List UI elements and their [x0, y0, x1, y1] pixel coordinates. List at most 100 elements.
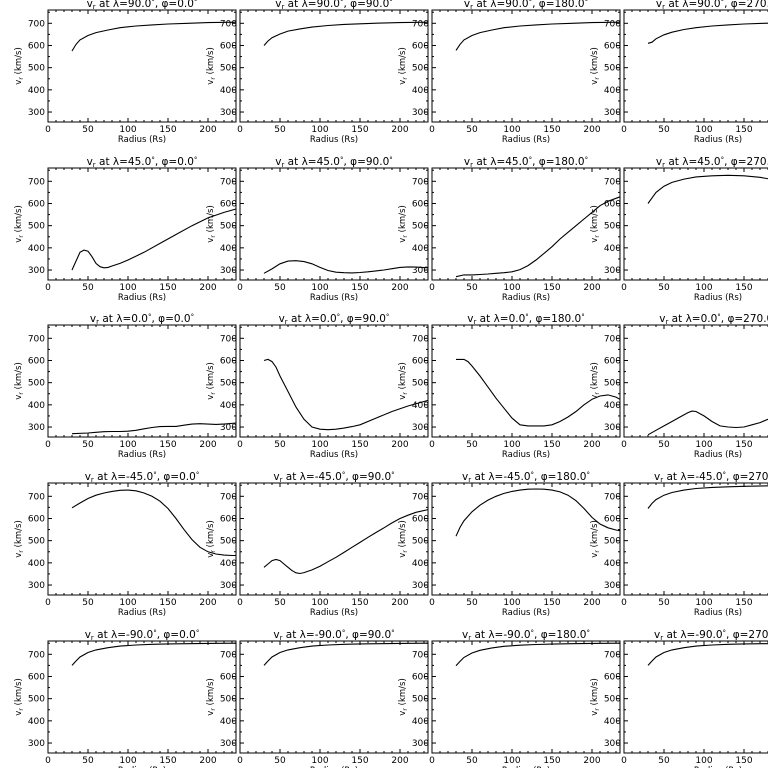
x-tick-label: 150	[543, 598, 560, 608]
plot-frame	[431, 640, 621, 754]
x-tick-label: 100	[503, 598, 520, 608]
x-tick-label: 100	[119, 125, 136, 135]
y-tick-label: 300	[28, 423, 45, 433]
x-tick-label: 100	[311, 125, 328, 135]
x-tick-label: 0	[237, 283, 243, 293]
y-tick-label: 300	[28, 108, 45, 118]
series-line-vr	[263, 358, 429, 431]
y-axis-label: vr (km/s)	[398, 520, 409, 558]
x-tick-label: 150	[351, 598, 368, 608]
plot-frame	[47, 167, 237, 281]
x-tick-label: 50	[658, 598, 670, 608]
y-tick-label: 300	[604, 423, 621, 433]
x-tick-label: 50	[466, 125, 478, 135]
y-tick-label: 300	[28, 266, 45, 276]
y-tick-label: 300	[604, 108, 621, 118]
x-tick-label: 50	[82, 756, 94, 766]
y-tick-label: 500	[604, 537, 621, 547]
x-tick-label: 0	[429, 440, 435, 450]
y-tick-label: 700	[220, 492, 237, 502]
subplot-3: vr at λ=90.0°, φ=180.0° 0 50 100 150 200 300 40…	[398, 0, 621, 145]
y-tick-label: 600	[412, 514, 429, 524]
x-axis-label: Radius (Rs)	[310, 293, 358, 303]
y-axis-label: vr (km/s)	[590, 47, 601, 85]
subplot-title: vr at λ=-45.0°, φ=270.0°	[654, 471, 768, 484]
y-tick-label: 700	[604, 334, 621, 344]
x-tick-label: 0	[621, 125, 627, 135]
subplot-16: vr at λ=-45.0°, φ=270.0°0501001502003004…	[590, 471, 768, 618]
y-tick-label: 600	[220, 41, 237, 51]
y-tick-label: 700	[604, 650, 621, 660]
y-tick-label: 700	[220, 650, 237, 660]
x-tick-label: 200	[583, 125, 600, 135]
plot-frame	[239, 324, 429, 438]
y-tick-label: 300	[604, 739, 621, 749]
y-axis-label: vr (km/s)	[590, 362, 601, 400]
y-tick-label: 700	[220, 177, 237, 187]
x-tick-label: 150	[735, 283, 752, 293]
x-tick-label: 0	[45, 756, 51, 766]
y-tick-label: 600	[220, 356, 237, 366]
y-tick-label: 700	[28, 650, 45, 660]
plot-frame	[623, 9, 768, 123]
x-axis-label: Radius (Rs)	[310, 608, 358, 618]
y-tick-label: 300	[220, 423, 237, 433]
y-tick-label: 400	[220, 559, 237, 569]
y-tick-label: 500	[412, 64, 429, 74]
subplot-18: vr at λ=-90.0°, φ=90.0° 0 50 100 150 200 300 40…	[206, 629, 429, 768]
y-tick-label: 300	[604, 581, 621, 591]
y-tick-label: 300	[220, 581, 237, 591]
y-tick-label: 400	[604, 86, 621, 96]
y-tick-label: 700	[412, 492, 429, 502]
x-tick-label: 0	[429, 283, 435, 293]
y-tick-label: 500	[28, 695, 45, 705]
y-tick-label: 400	[28, 86, 45, 96]
y-tick-label: 400	[412, 244, 429, 254]
y-tick-label: 400	[604, 717, 621, 727]
y-axis-label: vr (km/s)	[14, 47, 25, 85]
y-tick-label: 400	[28, 244, 45, 254]
subplot-1: vr at λ=90.0°, φ=0.0° 0 50 100 150 200 300 400 5…	[14, 0, 237, 145]
plot-frame	[623, 324, 768, 438]
x-tick-label: 200	[583, 756, 600, 766]
series-line-vr	[455, 21, 621, 51]
y-tick-label: 300	[604, 266, 621, 276]
y-axis-label: vr (km/s)	[14, 205, 25, 243]
subplot-title: vr at λ=90.0°, φ=90.0°	[275, 0, 393, 11]
subplot-15: vr at λ=-45.0°, φ=180.0° 0 50 100 150 200 300 4…	[398, 471, 621, 618]
series-line-vr	[647, 22, 768, 44]
plot-frame	[239, 9, 429, 123]
y-tick-label: 300	[220, 739, 237, 749]
plot-frame	[239, 640, 429, 754]
x-tick-label: 200	[391, 283, 408, 293]
x-tick-label: 0	[621, 440, 627, 450]
x-axis-label: Radius (Rs)	[694, 766, 742, 768]
y-tick-label: 500	[220, 537, 237, 547]
series-line-vr	[455, 196, 621, 278]
plot-frame	[47, 482, 237, 596]
x-tick-label: 100	[695, 283, 712, 293]
x-axis-label: Radius (Rs)	[694, 608, 742, 618]
x-tick-label: 150	[735, 598, 752, 608]
y-tick-label: 700	[220, 334, 237, 344]
x-tick-label: 150	[351, 283, 368, 293]
y-tick-label: 400	[220, 244, 237, 254]
plot-frame	[47, 640, 237, 754]
y-tick-label: 300	[412, 581, 429, 591]
y-tick-label: 600	[28, 514, 45, 524]
subplot-9: vr at λ=0.0°, φ=0.0° 0 50 100 150 200 300 400 50…	[14, 313, 237, 460]
x-tick-label: 200	[199, 756, 216, 766]
x-tick-label: 0	[45, 125, 51, 135]
subplot-4: vr at λ=90.0°, φ=270.0°05010015020030040…	[590, 0, 768, 145]
subplot-title: vr at λ=-90.0°, φ=180.0°	[462, 629, 590, 642]
subplot-title: vr at λ=-90.0°, φ=90.0°	[273, 629, 394, 642]
subplot-title: vr at λ=45.0°, φ=180.0°	[464, 156, 588, 169]
x-axis-label: Radius (Rs)	[694, 135, 742, 145]
x-tick-label: 200	[391, 756, 408, 766]
subplot-7: vr at λ=45.0°, φ=180.0° 0 50 100 150 200 300 40…	[398, 156, 621, 303]
y-tick-label: 700	[604, 177, 621, 187]
plot-frame	[623, 167, 768, 281]
y-tick-label: 500	[220, 222, 237, 232]
subplot-title: vr at λ=0.0°, φ=180.0°	[467, 313, 585, 326]
y-tick-label: 300	[412, 108, 429, 118]
